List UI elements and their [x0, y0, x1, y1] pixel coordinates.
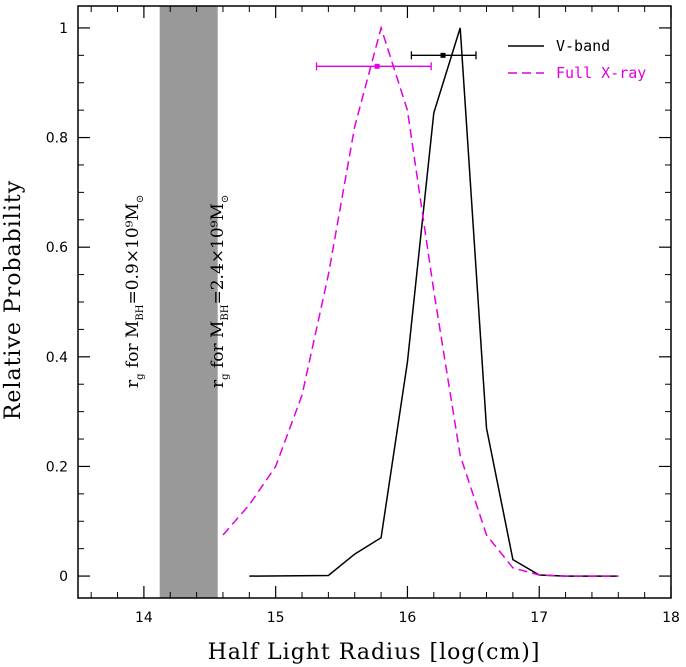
errorbar-center-full-x-ray [374, 63, 380, 69]
x-tick-label: 18 [662, 610, 680, 626]
x-tick-label: 16 [399, 610, 417, 626]
y-tick-label: 0.4 [46, 350, 68, 366]
legend-label-full-x-ray: Full X-ray [556, 64, 646, 82]
y-axis-label: Relative Probability [1, 180, 26, 420]
y-tick-label: 0.6 [46, 240, 68, 256]
plot-frame [77, 5, 672, 599]
legend: V-band Full X-ray [508, 37, 646, 82]
errorbar-center-v-band [440, 52, 446, 58]
band-annotation-right: rg for MBH=2.4×10⁹M⊙ [208, 195, 231, 388]
y-tick-label: 0.8 [46, 131, 68, 147]
series-layer [222, 25, 619, 577]
band-annotation-left: rg for MBH=0.9×10⁹M⊙ [123, 195, 146, 388]
x-axis-label: Half Light Radius [log(cm)] [208, 640, 541, 665]
x-tick-label: 14 [135, 610, 153, 626]
x-tick-labels: 14 15 16 17 18 [135, 610, 680, 626]
y-tick-label: 0 [59, 569, 68, 585]
series-line-v-band [249, 27, 619, 577]
series-line-full-x-ray [222, 25, 619, 577]
y-tick-labels: 0 0.2 0.4 0.6 0.8 1 [46, 21, 68, 585]
gravitational-radius-band [159, 6, 218, 598]
y-tick-label: 0.2 [46, 459, 68, 475]
x-tick-label: 15 [267, 610, 285, 626]
x-tick-label: 17 [530, 610, 548, 626]
y-tick-label: 1 [59, 21, 68, 37]
legend-label-v-band: V-band [556, 37, 610, 55]
